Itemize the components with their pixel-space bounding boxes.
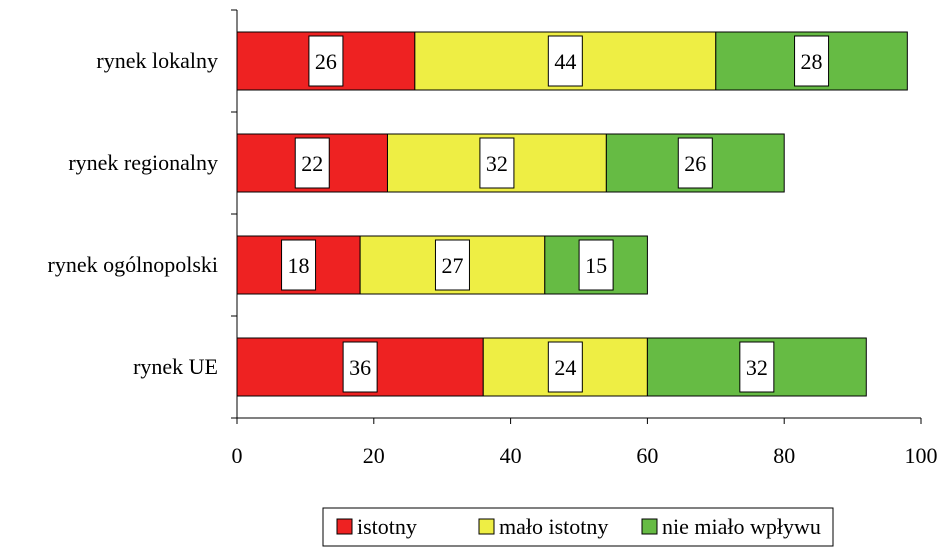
data-label: 32 (746, 355, 768, 380)
x-tick-label: 100 (905, 443, 938, 468)
data-label: 44 (554, 49, 576, 74)
data-label: 22 (301, 151, 323, 176)
legend-frame (322, 507, 834, 547)
data-label-box (281, 239, 317, 291)
chart-axes: 0 20 40 60 80 100 (231, 9, 938, 468)
data-label-box (677, 137, 713, 189)
category-label: rynek UE (133, 354, 218, 379)
data-label: 27 (441, 253, 463, 278)
data-label: 28 (801, 49, 823, 74)
legend-swatch (336, 518, 353, 535)
chart-labels: rynek lokalny 26 44 28 rynek regionalny 22 32 2… (48, 35, 830, 393)
data-label: 32 (486, 151, 508, 176)
x-tick-label: 60 (636, 443, 658, 468)
data-label-box (294, 137, 330, 189)
legend-label: istotny (357, 514, 417, 539)
data-label: 26 (684, 151, 706, 176)
x-tick-label: 0 (232, 443, 243, 468)
data-label-box (739, 341, 775, 393)
legend-label: mało istotny (499, 514, 608, 539)
chart-legend: istotny mało istotny nie miało wpływu (322, 507, 834, 547)
category-label: rynek lokalny (96, 48, 218, 73)
data-label-box (794, 35, 830, 87)
data-label-box (547, 35, 583, 87)
data-label-box (434, 239, 470, 291)
legend-swatch (478, 518, 495, 535)
data-label: 36 (349, 355, 371, 380)
data-label-box (578, 239, 614, 291)
legend-swatch (641, 518, 658, 535)
x-tick-label: 20 (363, 443, 385, 468)
data-label-box (479, 137, 515, 189)
data-label: 26 (315, 49, 337, 74)
x-tick-label: 80 (773, 443, 795, 468)
data-label: 18 (288, 253, 310, 278)
legend-label: nie miało wpływu (662, 514, 821, 539)
data-label: 15 (585, 253, 607, 278)
data-label-box (308, 35, 344, 87)
data-label-box (547, 341, 583, 393)
chart-bars (236, 31, 908, 397)
x-tick-label: 40 (500, 443, 522, 468)
data-label-box (342, 341, 378, 393)
category-label: rynek ogólnopolski (48, 252, 219, 277)
data-label: 24 (554, 355, 576, 380)
category-label: rynek regionalny (68, 150, 218, 175)
